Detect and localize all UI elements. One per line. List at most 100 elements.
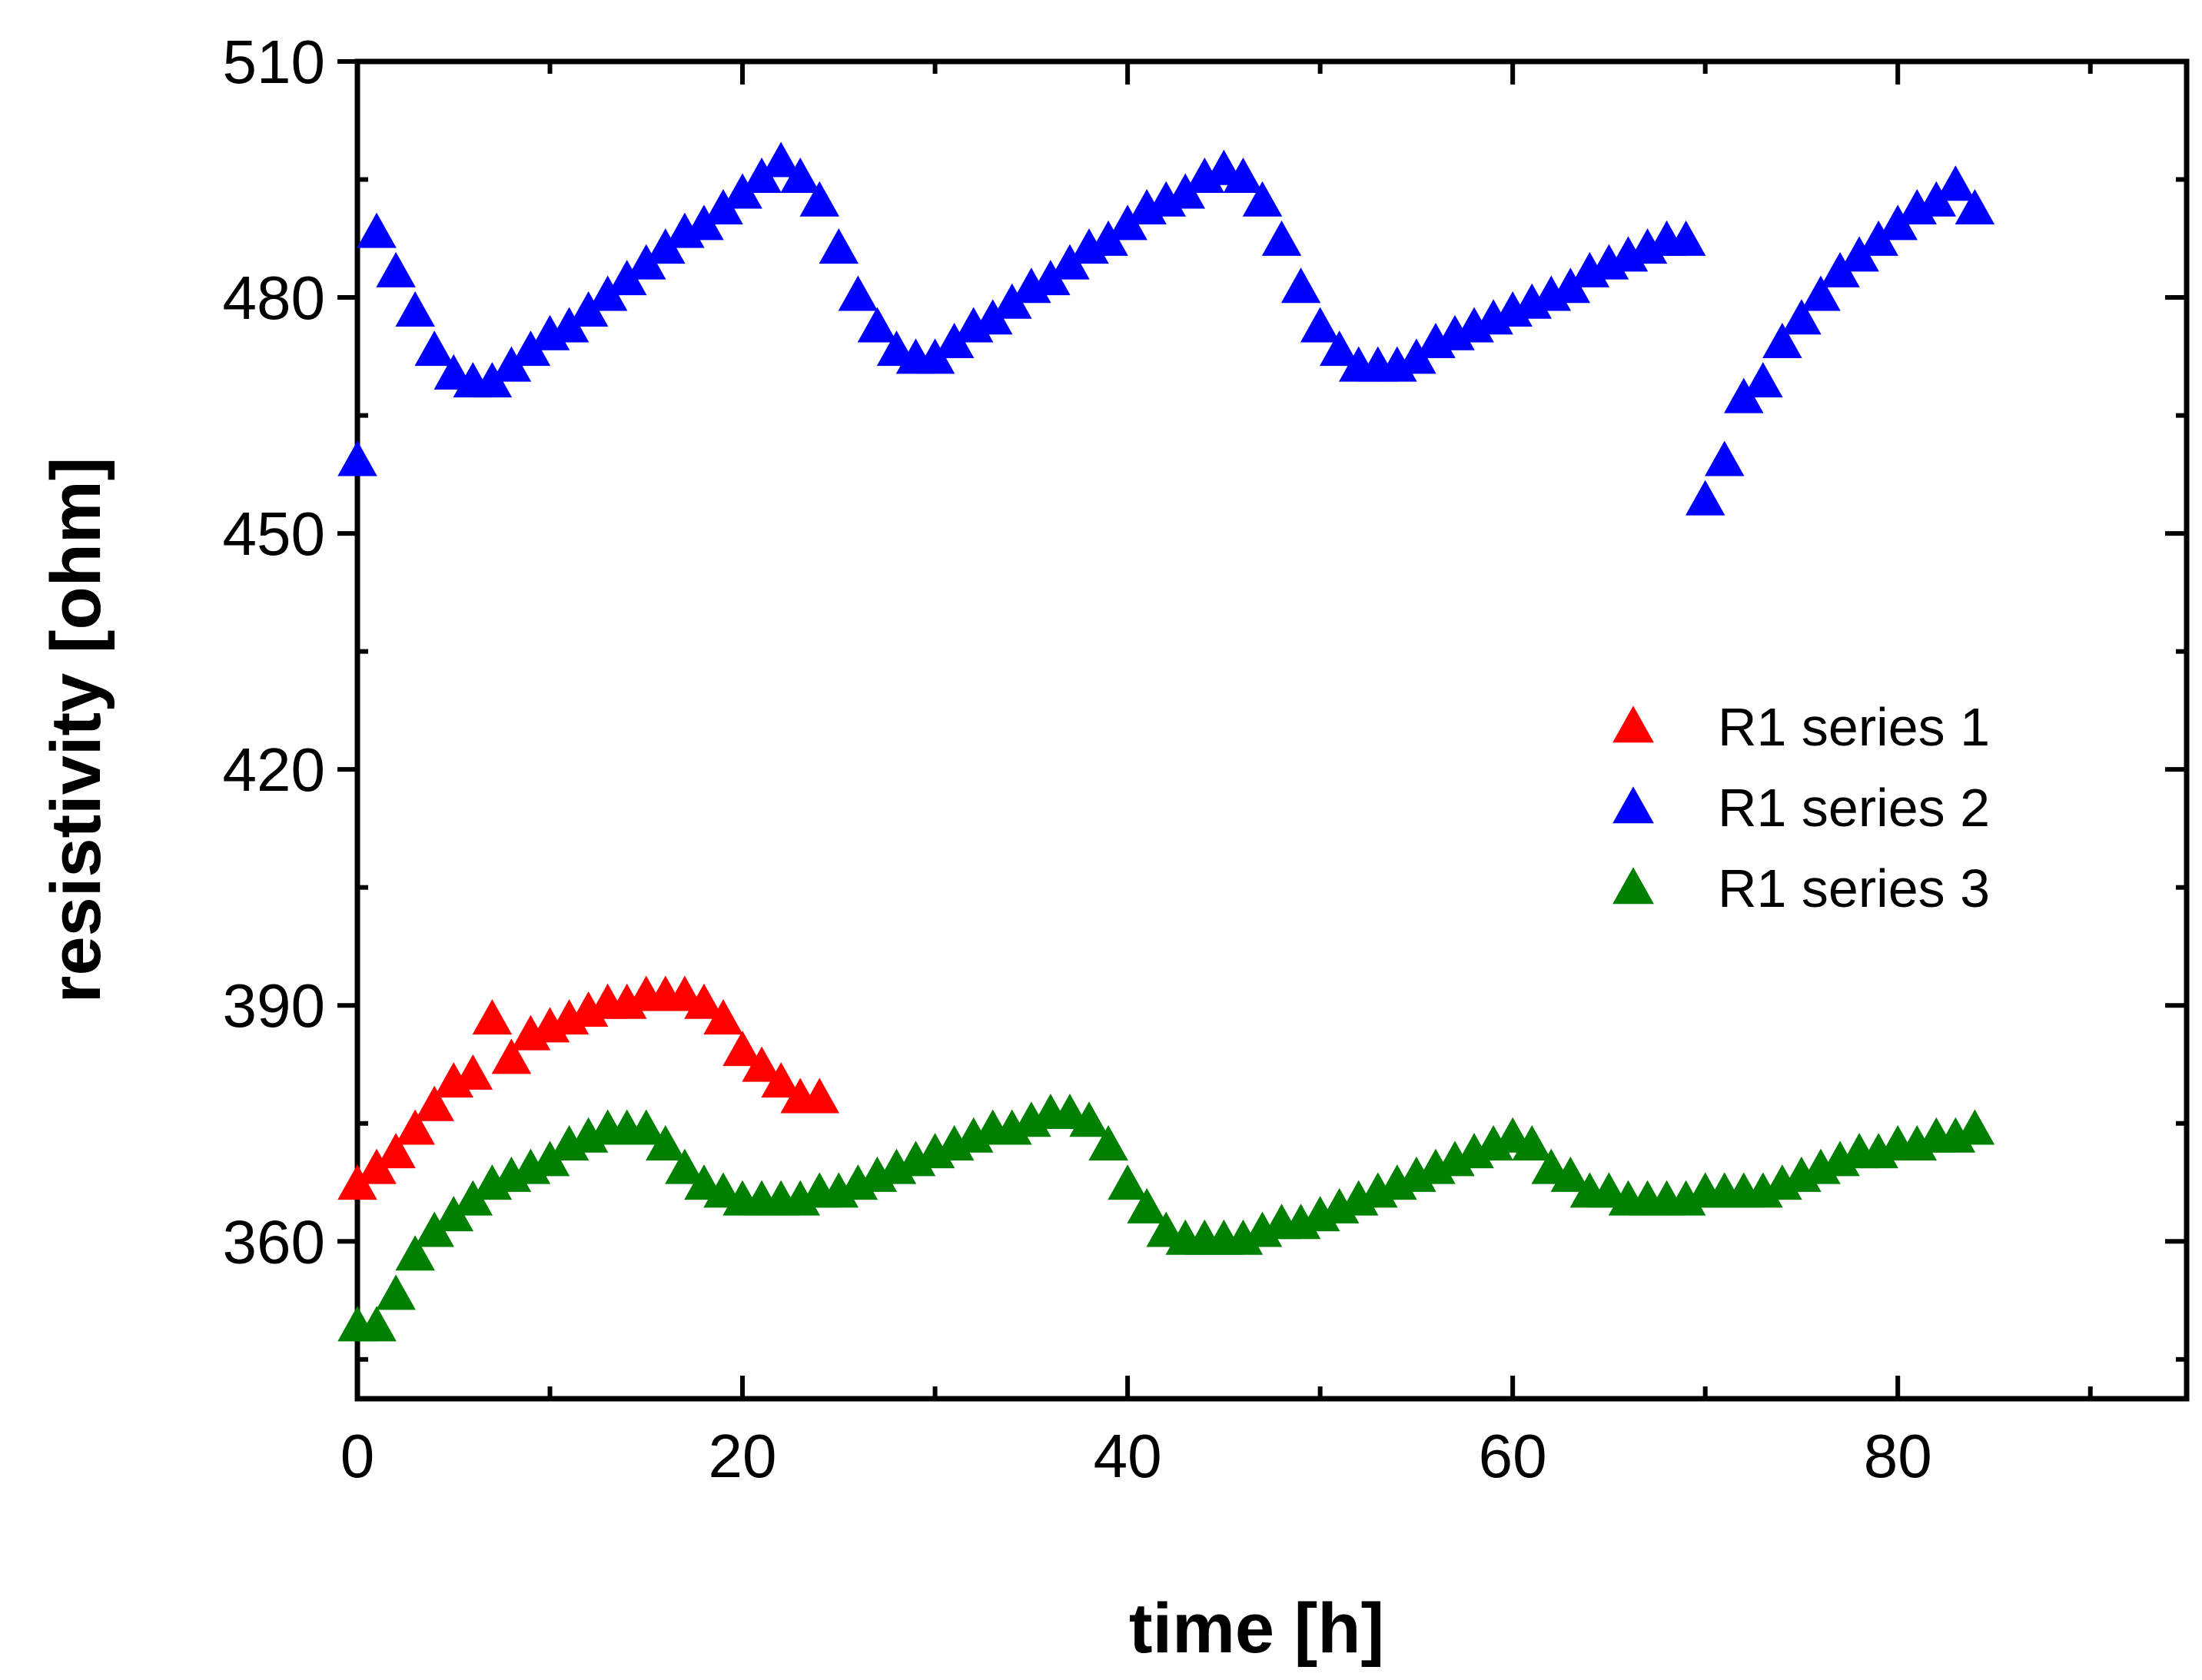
data-point [857, 307, 898, 343]
data-point [684, 983, 724, 1019]
legend-label-series-2: R1 series 2 [1718, 778, 1990, 838]
data-point [915, 338, 955, 374]
data-point [606, 260, 647, 296]
data-point [1955, 188, 1995, 224]
data-markers [337, 141, 1995, 1342]
data-point [395, 291, 435, 327]
data-point [1300, 307, 1340, 343]
data-point [1878, 204, 1918, 241]
data-point [1858, 220, 1898, 256]
data-point [395, 1109, 435, 1145]
data-point [626, 1109, 666, 1145]
data-point [491, 1038, 532, 1074]
x-tick-label: 60 [1479, 1422, 1547, 1490]
data-point [453, 1180, 493, 1216]
data-point [1242, 181, 1283, 217]
data-point [1762, 322, 1802, 358]
data-point [819, 228, 859, 264]
data-point [376, 1274, 416, 1310]
data-point [1050, 244, 1090, 280]
y-tick-label: 480 [223, 264, 325, 332]
data-point [414, 1211, 454, 1247]
legend-marker-series-2 [1612, 786, 1654, 824]
data-point [1704, 440, 1745, 476]
data-point [1069, 1101, 1109, 1137]
data-point [1935, 165, 1976, 201]
data-point [1397, 338, 1436, 374]
data-point [357, 1148, 397, 1184]
data-point [646, 1124, 686, 1160]
data-point [1955, 1109, 1995, 1145]
data-point [530, 1140, 570, 1177]
legend: R1 series 1 R1 series 2 R1 series 3 [1612, 697, 1990, 918]
data-point [357, 212, 397, 248]
data-point [1666, 220, 1706, 256]
data-point [665, 1148, 705, 1184]
data-point [703, 999, 743, 1035]
data-point [1550, 1156, 1591, 1192]
legend-label-series-3: R1 series 3 [1718, 858, 1990, 918]
y-tick-label: 450 [223, 500, 325, 568]
legend-marker-series-3 [1612, 867, 1654, 905]
data-point [1280, 267, 1321, 304]
data-point [1801, 275, 1841, 311]
data-point [626, 244, 666, 280]
legend-marker-series-1 [1612, 706, 1654, 743]
data-point [799, 181, 840, 217]
data-point [1108, 204, 1147, 241]
data-point [1782, 299, 1822, 335]
data-point [742, 1046, 782, 1082]
data-point [1223, 158, 1264, 194]
data-point [1127, 1187, 1167, 1223]
data-point [703, 188, 743, 224]
data-point [934, 322, 975, 358]
series-2 [337, 141, 1995, 516]
data-point [972, 299, 1013, 335]
data-point [1088, 220, 1128, 256]
data-point [395, 1235, 435, 1271]
data-point [722, 1031, 762, 1067]
data-point [1165, 173, 1206, 209]
y-axis-title: resistivity [ohm] [37, 457, 115, 1004]
data-point [491, 346, 532, 382]
data-point [568, 291, 609, 327]
data-point [1108, 1164, 1147, 1200]
data-point [722, 173, 762, 209]
x-tick-label: 80 [1864, 1422, 1932, 1490]
y-tick-label: 510 [223, 28, 325, 96]
data-point [433, 1196, 474, 1232]
data-point [376, 1133, 416, 1169]
data-point [1550, 267, 1591, 304]
y-tick-label: 360 [223, 1207, 325, 1276]
data-point [1031, 260, 1071, 296]
series-1 [337, 975, 840, 1200]
x-tick-label: 20 [709, 1422, 777, 1490]
data-point [376, 251, 416, 287]
legend-label-series-1: R1 series 1 [1718, 697, 1990, 757]
data-point [414, 330, 454, 367]
data-point [1319, 330, 1360, 367]
data-point [646, 228, 686, 264]
x-tick-label: 40 [1094, 1422, 1162, 1490]
data-point [510, 330, 551, 367]
data-point [799, 1077, 840, 1114]
data-point [1512, 1124, 1552, 1160]
plot-frame [354, 58, 2190, 1402]
data-point [992, 283, 1032, 319]
y-tick-label: 390 [223, 971, 325, 1040]
data-point [472, 362, 513, 398]
data-point [587, 275, 628, 311]
data-point [838, 275, 878, 311]
data-point [1261, 220, 1302, 256]
data-point [742, 158, 782, 194]
data-point [1743, 362, 1783, 398]
data-point [684, 204, 724, 241]
data-point [414, 1085, 454, 1121]
data-point [1916, 181, 1957, 217]
data-point [780, 158, 820, 194]
data-point [1820, 251, 1860, 287]
data-point [1839, 236, 1879, 272]
data-point [1088, 1124, 1128, 1160]
series-3 [337, 1094, 1995, 1342]
axis-ticks [337, 59, 2187, 1399]
